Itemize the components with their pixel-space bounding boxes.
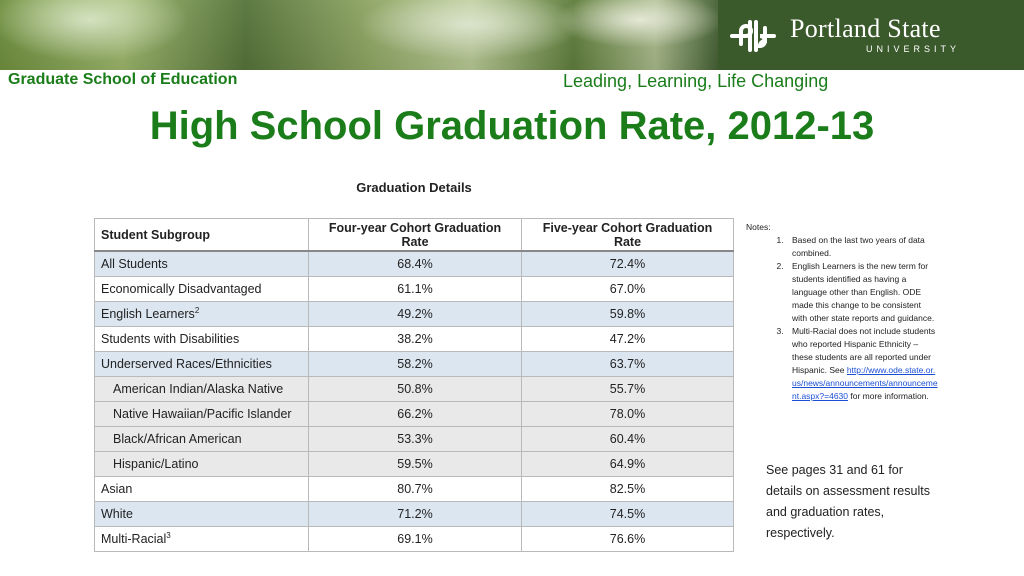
note-item: English Learners is the new term for stu… (786, 260, 938, 325)
subgroup-label: Economically Disadvantaged (101, 282, 262, 296)
five-year-rate-cell: 47.2% (521, 326, 734, 352)
five-year-rate-cell: 64.9% (521, 451, 734, 477)
four-year-rate-cell: 58.2% (308, 351, 522, 377)
table-body: All Students 68.4% 72.4% Economically Disad… (94, 250, 734, 552)
four-year-rate-cell: 61.1% (308, 276, 522, 302)
subgroup-label: All Students (101, 257, 168, 271)
table-row: White 71.2% 74.5% (94, 501, 734, 527)
university-name: Portland State (790, 14, 941, 43)
footnote-marker: 2 (194, 306, 200, 316)
subgroup-cell: Black/African American (94, 426, 309, 452)
subgroup-cell: American Indian/Alaska Native (94, 376, 309, 402)
note-text: Multi-Racial does not include students w… (792, 326, 936, 375)
subgroup-cell: Economically Disadvantaged (94, 276, 309, 302)
five-year-rate-cell: 59.8% (521, 301, 734, 327)
header-four-year: Four-year Cohort Graduation Rate (308, 218, 522, 252)
school-name: Graduate School of Education (8, 71, 238, 88)
notes-panel: Notes: Based on the last two years of da… (746, 221, 938, 403)
five-year-rate-cell: 82.5% (521, 476, 734, 502)
five-year-rate-cell: 63.7% (521, 351, 734, 377)
university-subtitle: UNIVERSITY (866, 44, 961, 54)
table-row: Native Hawaiian/Pacific Islander 66.2% 78.… (94, 401, 734, 427)
header-five-year: Five-year Cohort Graduation Rate (521, 218, 734, 252)
four-year-rate-cell: 68.4% (308, 250, 522, 277)
subgroup-label: English Learners (101, 307, 195, 322)
note-item: Multi-Racial does not include students w… (786, 325, 938, 403)
table-row: Students with Disabilities 38.2% 47.2% (94, 326, 734, 352)
table-row: Multi-Racial3 69.1% 76.6% (94, 526, 734, 552)
subgroup-label: Black/African American (113, 432, 242, 446)
ode-announcement-link[interactable]: http://www.ode.state.or.us/news/announce… (792, 365, 938, 401)
tagline: Leading, Learning, Life Changing (563, 71, 829, 91)
notes-heading: Notes: (746, 222, 771, 232)
five-year-rate-cell: 72.4% (521, 250, 734, 277)
five-year-rate-cell: 55.7% (521, 376, 734, 402)
subgroup-cell: All Students (94, 250, 309, 277)
table-row: English Learners2 49.2% 59.8% (94, 301, 734, 327)
subgroup-label: American Indian/Alaska Native (113, 382, 284, 396)
subgroup-label: Asian (101, 482, 133, 496)
notes-list: Based on the last two years of data comb… (746, 234, 938, 403)
subgroup-label: Underserved Races/Ethnicities (101, 357, 272, 371)
five-year-rate-cell: 78.0% (521, 401, 734, 427)
subgroup-label: Multi-Racial (101, 532, 167, 547)
see-pages-note: See pages 31 and 61 for details on asses… (766, 463, 930, 540)
subgroup-label: White (101, 507, 133, 521)
five-year-rate-cell: 67.0% (521, 276, 734, 302)
note-link-suffix: for more information. (848, 391, 929, 401)
subgroup-cell: Students with Disabilities (94, 326, 309, 352)
four-year-rate-cell: 59.5% (308, 451, 522, 477)
slide-title: High School Graduation Rate, 2012-13 (149, 104, 875, 148)
subgroup-cell: English Learners2 (94, 301, 309, 327)
subgroup-cell: Asian (94, 476, 309, 502)
subgroup-cell: White (94, 501, 309, 527)
table-row: American Indian/Alaska Native 50.8% 55.7% (94, 376, 734, 402)
four-year-rate-cell: 49.2% (308, 301, 522, 327)
header-subgroup: Student Subgroup (94, 218, 309, 252)
subgroup-label: Native Hawaiian/Pacific Islander (113, 407, 292, 421)
table-row: Asian 80.7% 82.5% (94, 476, 734, 502)
graduation-table: Student Subgroup Four-year Cohort Gradua… (94, 218, 734, 552)
table-row: Underserved Races/Ethnicities 58.2% 63.7% (94, 351, 734, 377)
subgroup-cell: Native Hawaiian/Pacific Islander (94, 401, 309, 427)
five-year-rate-cell: 60.4% (521, 426, 734, 452)
footnote-marker: 3 (166, 531, 171, 541)
table-row: Black/African American 53.3% 60.4% (94, 426, 734, 452)
five-year-rate-cell: 74.5% (521, 501, 734, 527)
four-year-rate-cell: 50.8% (308, 376, 522, 402)
five-year-rate-cell: 76.6% (521, 526, 734, 552)
four-year-rate-cell: 38.2% (308, 326, 522, 352)
subgroup-label: Students with Disabilities (101, 332, 240, 346)
subgroup-cell: Underserved Races/Ethnicities (94, 351, 309, 377)
subgroup-cell: Hispanic/Latino (94, 451, 309, 477)
four-year-rate-cell: 71.2% (308, 501, 522, 527)
table-row: Economically Disadvantaged 61.1% 67.0% (94, 276, 734, 302)
subgroup-label: Hispanic/Latino (113, 457, 199, 471)
psu-logo-icon (730, 20, 776, 52)
note-item: Based on the last two years of data comb… (786, 234, 938, 260)
four-year-rate-cell: 80.7% (308, 476, 522, 502)
table-caption: Graduation Details (356, 180, 472, 195)
table-row: All Students 68.4% 72.4% (94, 250, 734, 277)
four-year-rate-cell: 66.2% (308, 401, 522, 427)
four-year-rate-cell: 53.3% (308, 426, 522, 452)
table-row: Hispanic/Latino 59.5% 64.9% (94, 451, 734, 477)
four-year-rate-cell: 69.1% (308, 526, 522, 552)
subgroup-cell: Multi-Racial3 (94, 526, 309, 552)
table-header-row: Student Subgroup Four-year Cohort Gradua… (94, 218, 734, 252)
